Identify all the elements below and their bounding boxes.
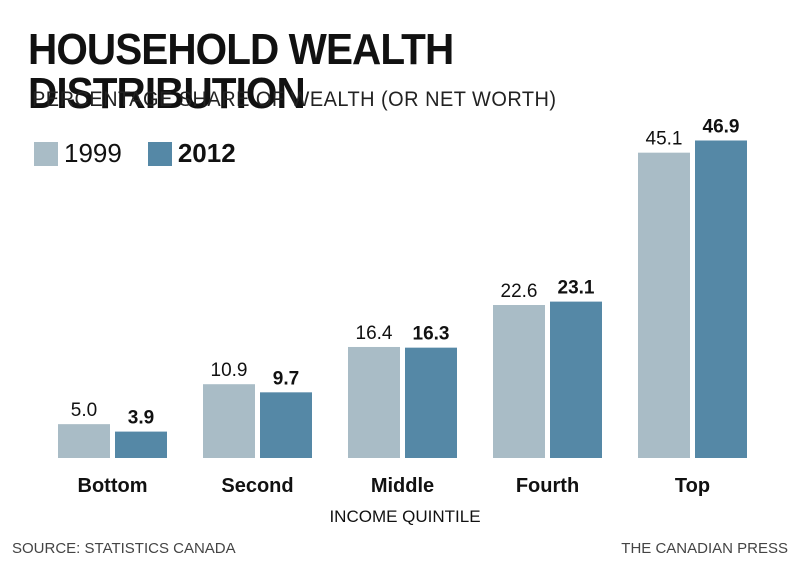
data-label-bottom-2012: 3.9 (128, 408, 154, 429)
chart-title: HOUSEHOLD WEALTH DISTRIBUTION (28, 25, 454, 118)
x-tick-label-middle: Middle (371, 475, 434, 497)
x-tick-label-second: Second (221, 475, 293, 497)
data-label-second-2012: 9.7 (273, 368, 299, 389)
bar-fourth-1999 (493, 304, 545, 458)
legend: 1999 2012 (34, 138, 262, 169)
data-label-top-2012: 46.9 (703, 116, 740, 137)
bar-fourth-2012 (550, 301, 602, 458)
bar-second-2012 (260, 392, 312, 458)
x-axis-title: INCOME QUINTILE (329, 507, 481, 526)
x-tick-label-top: Top (675, 475, 710, 497)
data-label-middle-2012: 16.3 (413, 324, 450, 345)
bar-bottom-1999 (58, 424, 110, 458)
legend-label-2012: 2012 (177, 138, 236, 168)
legend-label-1999: 1999 (64, 138, 122, 168)
bar-top-2012 (695, 140, 747, 458)
bar-middle-2012 (405, 347, 457, 458)
legend-item-2012: 2012 (147, 138, 236, 169)
x-tick-label-fourth: Fourth (516, 475, 579, 497)
legend-swatch-2012 (147, 141, 172, 166)
bar-second-1999 (203, 384, 255, 458)
chart-subtitle: PERCENTAGE SHARE OF WEALTH (OR NET WORTH… (32, 88, 557, 111)
credit-note: THE CANADIAN PRESS (621, 540, 788, 557)
x-tick-label-bottom: Bottom (78, 475, 148, 497)
bar-top-1999 (638, 152, 690, 458)
legend-swatch-1999 (34, 141, 58, 166)
data-label-second-1999: 10.9 (211, 360, 248, 381)
source-note: SOURCE: STATISTICS CANADA (12, 540, 236, 557)
legend-item-1999: 1999 (34, 138, 122, 169)
bar-middle-1999 (348, 346, 400, 458)
data-label-bottom-1999: 5.0 (71, 400, 97, 421)
data-label-middle-1999: 16.4 (356, 323, 393, 344)
data-label-top-1999: 45.1 (646, 129, 683, 150)
data-label-fourth-2012: 23.1 (558, 278, 595, 299)
bar-bottom-2012 (115, 431, 167, 458)
data-label-fourth-1999: 22.6 (501, 281, 538, 302)
